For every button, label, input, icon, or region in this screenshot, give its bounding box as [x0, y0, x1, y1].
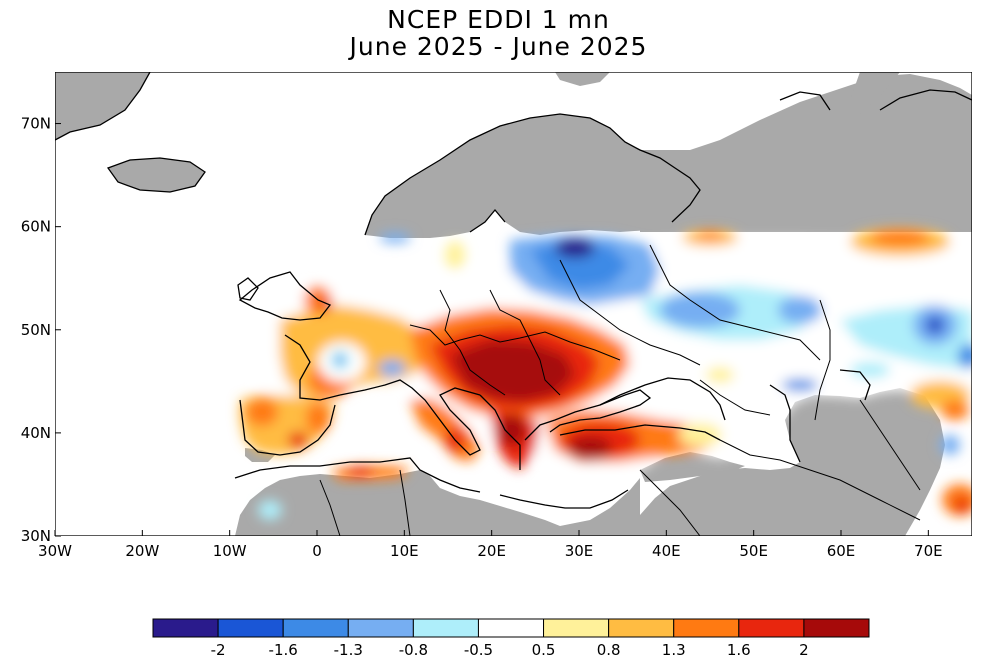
colorbar-swatch [543, 618, 610, 638]
x-tick-label: 60E [827, 542, 856, 560]
x-tick-label: 40E [652, 542, 681, 560]
y-tick-label: 60N [21, 218, 51, 236]
colorbar-swatch [347, 618, 414, 638]
x-tick-label: 50E [739, 542, 768, 560]
map-panel [55, 72, 972, 536]
x-tick-label: 30E [565, 542, 594, 560]
colorbar-swatch [608, 618, 675, 638]
coastlines [55, 72, 972, 509]
colorbar-label: 2 [799, 641, 809, 659]
colorbar-label: -0.5 [464, 641, 493, 659]
colorbar-label: 1.3 [662, 641, 686, 659]
x-tick-label: 20W [125, 542, 159, 560]
colorbar-swatch [152, 618, 219, 638]
colorbar-swatch [673, 618, 740, 638]
colorbar-swatch [282, 618, 349, 638]
map-title: NCEP EDDI 1 mn [387, 5, 610, 34]
colorbar-label: -2 [211, 641, 226, 659]
country-borders [319, 244, 921, 536]
colorbar-swatch [738, 618, 805, 638]
x-axis-ticks: 30W 20W 10W 0 10E 20E 30E 40E 50E 60E 70E [38, 530, 943, 560]
no-data-land [55, 72, 972, 536]
x-tick-label: 30W [38, 542, 72, 560]
y-tick-label: 30N [21, 527, 51, 545]
y-tick-label: 50N [21, 321, 51, 339]
colorbar-swatch [412, 618, 479, 638]
colorbar: -2 -1.6 -1.3 -0.8 -0.5 0.5 0.8 1.3 1.6 2 [152, 618, 870, 659]
x-tick-label: 70E [914, 542, 943, 560]
colorbar-swatch [217, 618, 284, 638]
y-tick-label: 40N [21, 424, 51, 442]
x-tick-label: 0 [312, 542, 322, 560]
colorbar-swatch [477, 618, 545, 638]
colorbar-label: -0.8 [399, 641, 428, 659]
eddi-anomaly-field [230, 228, 972, 520]
x-tick-label: 10W [213, 542, 247, 560]
colorbar-label: 0.8 [597, 641, 621, 659]
colorbar-label: -1.3 [334, 641, 363, 659]
y-axis-ticks: 30N 40N 50N 60N 70N [21, 115, 61, 545]
x-tick-label: 20E [477, 542, 506, 560]
colorbar-label: 1.6 [727, 641, 751, 659]
y-tick-label: 70N [21, 115, 51, 133]
map-date-range: June 2025 - June 2025 [349, 32, 648, 61]
colorbar-label: 0.5 [532, 641, 556, 659]
x-tick-label: 10E [390, 542, 419, 560]
colorbar-label: -1.6 [269, 641, 298, 659]
colorbar-swatch [803, 618, 870, 638]
